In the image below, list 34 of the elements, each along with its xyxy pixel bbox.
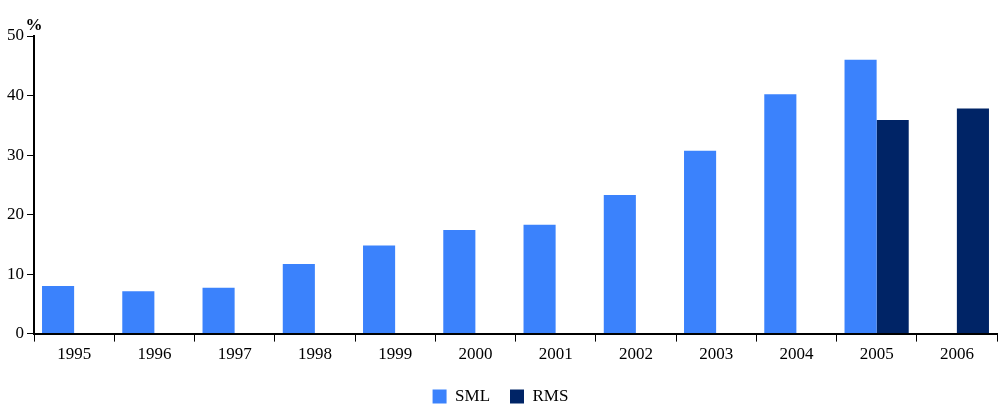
- bar: [684, 150, 717, 334]
- bar: [282, 263, 315, 334]
- bar: [844, 59, 877, 334]
- y-axis-title: %: [25, 14, 43, 34]
- x-tick-label: 2002: [618, 344, 653, 364]
- x-tick-label: 2000: [458, 344, 493, 364]
- x-tick-label: 1999: [378, 344, 413, 364]
- bar: [876, 119, 909, 334]
- x-tick-label: 1995: [57, 344, 92, 364]
- y-tick-label: 0: [15, 323, 24, 343]
- bar: [956, 108, 989, 334]
- y-tick-label: 20: [7, 204, 24, 224]
- y-tick-label: 30: [7, 144, 24, 164]
- legend-label: SML: [455, 385, 491, 405]
- x-tick-label: 2001: [538, 344, 573, 364]
- x-tick-label: 1997: [217, 344, 253, 364]
- x-tick-label: 2006: [939, 344, 974, 364]
- x-tick-label: 1998: [297, 344, 332, 364]
- y-tick-label: 10: [7, 263, 24, 283]
- x-tick-label: 2004: [779, 344, 814, 364]
- x-tick-label: 2005: [859, 344, 894, 364]
- y-tick-label: 50: [7, 25, 24, 45]
- y-tick-label: 40: [7, 84, 24, 104]
- bar: [42, 285, 75, 334]
- bar: [764, 94, 797, 334]
- bar: [202, 287, 235, 334]
- bar: [523, 224, 556, 334]
- bar: [122, 291, 155, 334]
- bar: [443, 230, 476, 334]
- x-tick-label: 2003: [699, 344, 734, 364]
- bar: [363, 245, 396, 334]
- x-tick-label: 1996: [137, 344, 172, 364]
- bar: [603, 194, 636, 334]
- legend-label: RMS: [532, 385, 569, 405]
